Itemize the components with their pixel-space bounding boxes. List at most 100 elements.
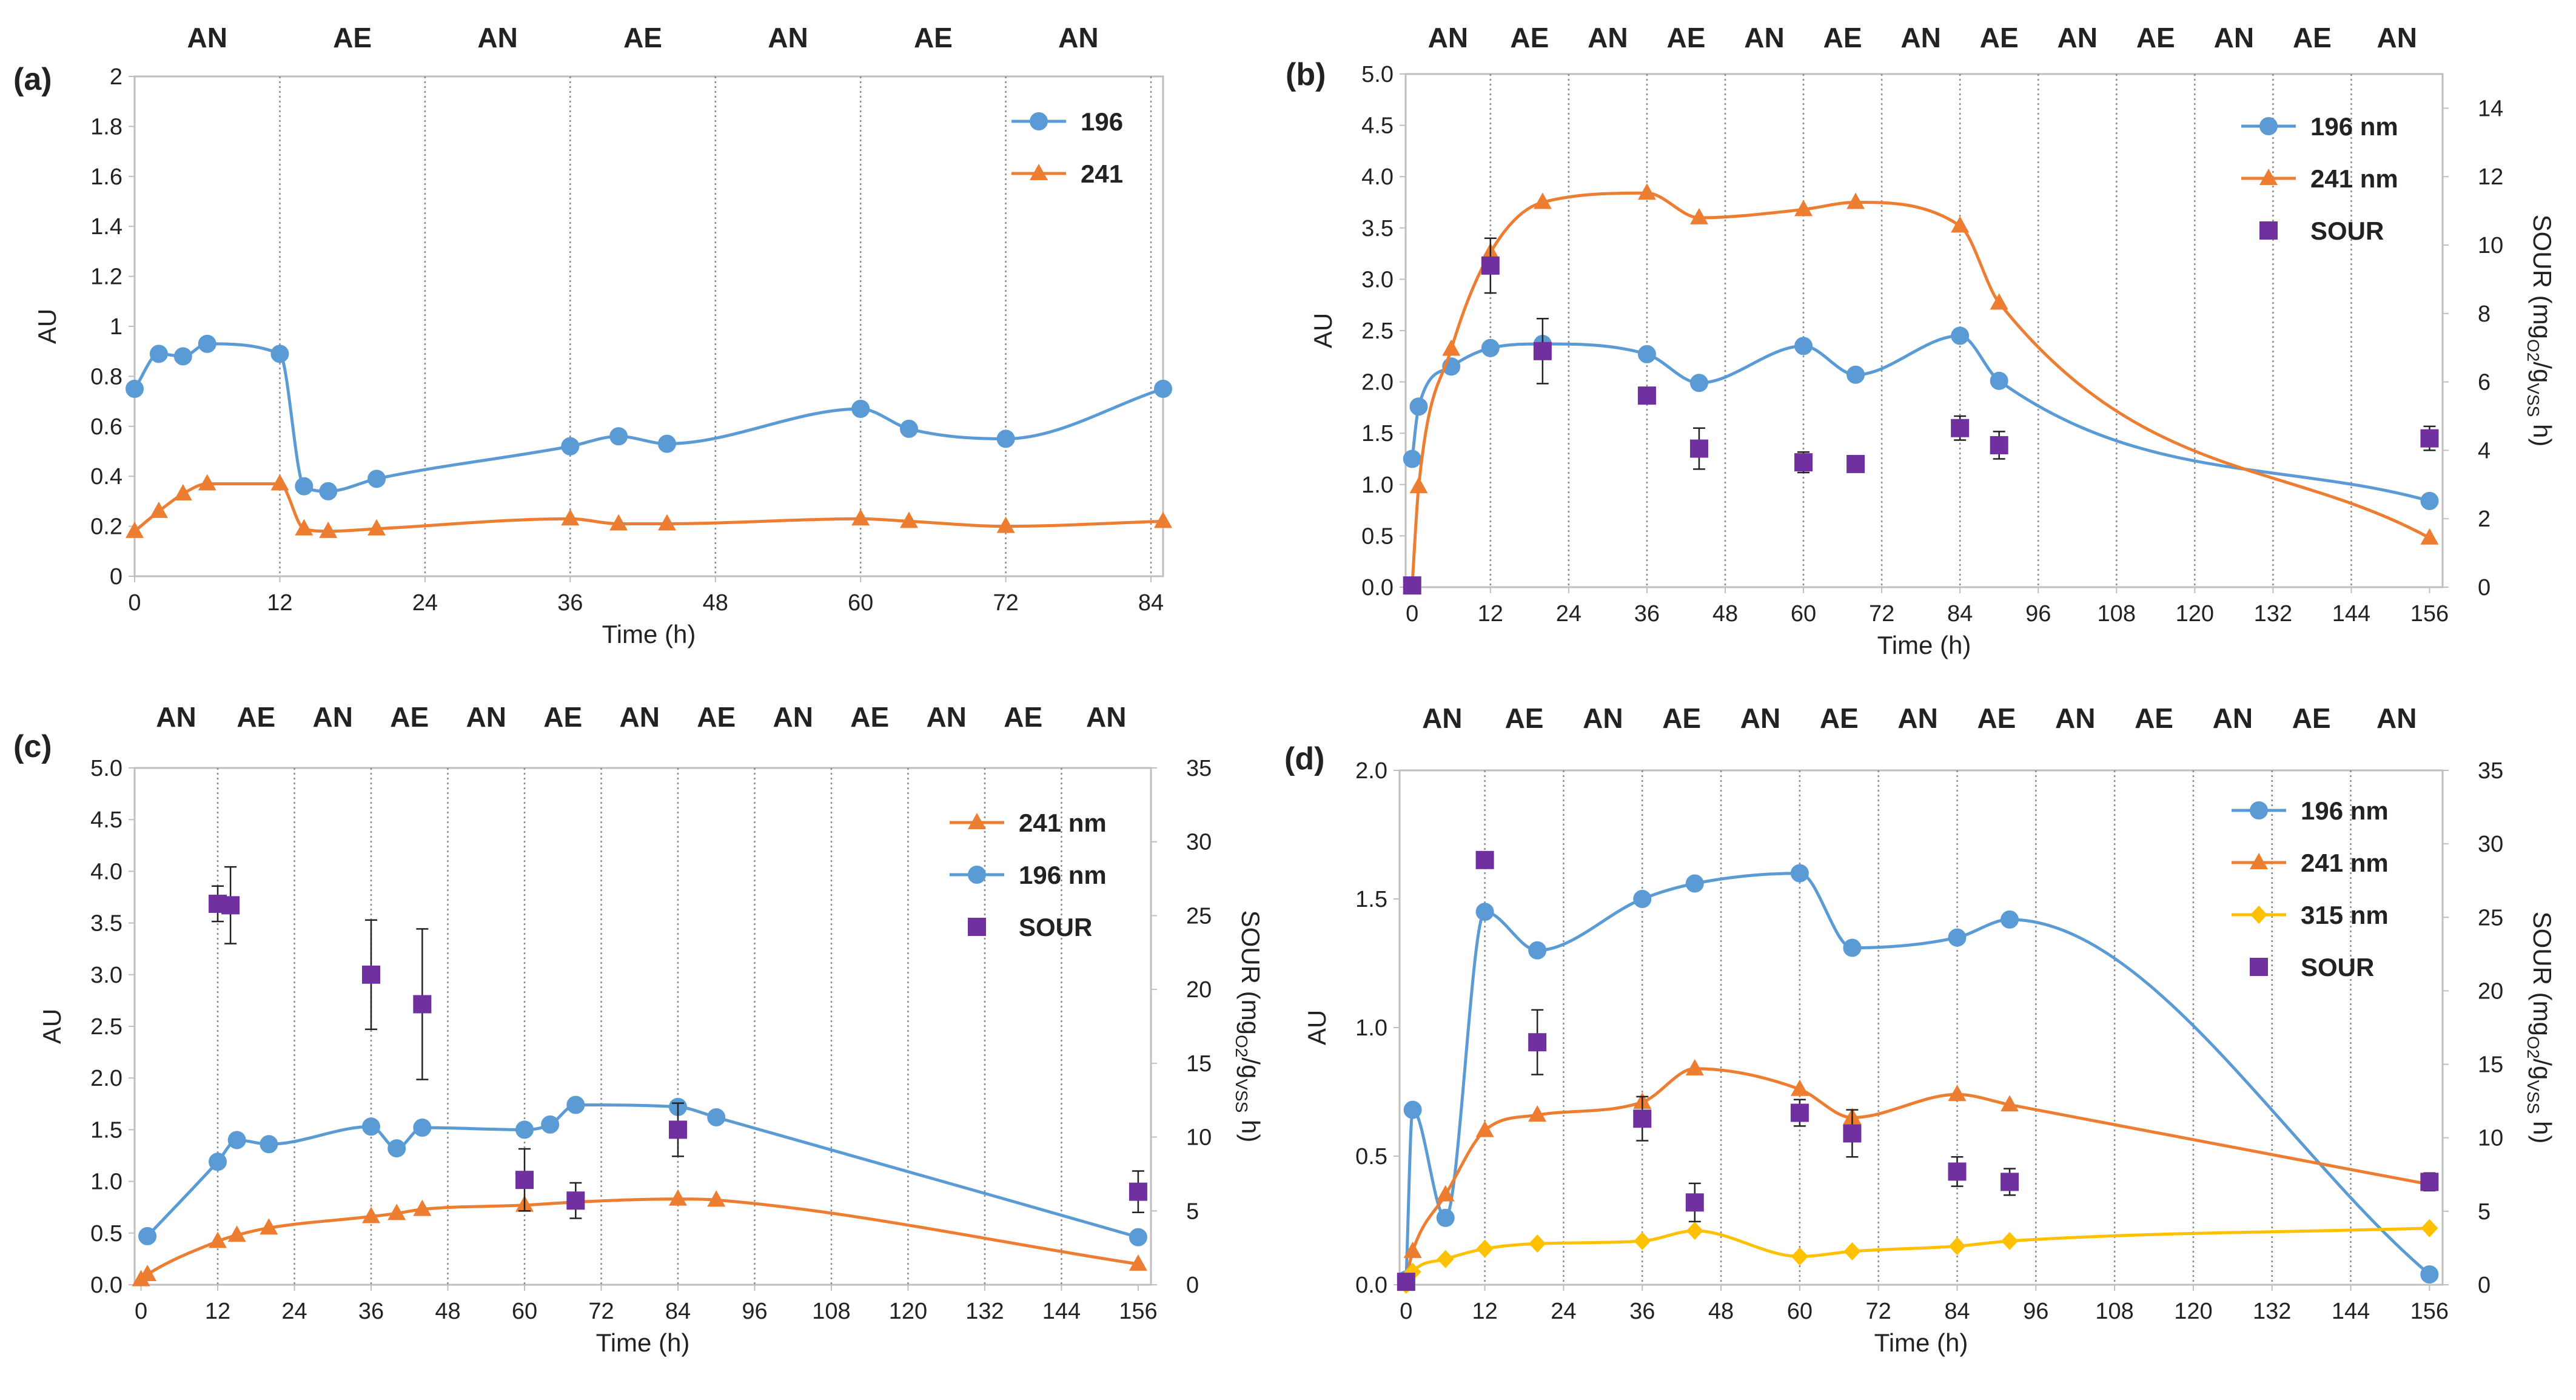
phase-label: AN (1744, 22, 1784, 53)
x-axis-title: Time (h) (1877, 631, 1971, 659)
y-tick-label: 4.0 (1361, 164, 1394, 190)
data-point (1528, 1033, 1547, 1052)
data-point (295, 477, 314, 496)
panel-letter: (c) (13, 729, 52, 764)
phase-label: AN (926, 701, 966, 733)
data-point (1689, 207, 1708, 224)
y-tick-label: 0.0 (90, 1273, 122, 1298)
x-tick-label: 0 (1406, 601, 1418, 627)
x-tick-label: 108 (2098, 601, 2136, 627)
phase-label: AE (1823, 22, 1862, 53)
y2-tick-label: 2 (2478, 506, 2490, 532)
phase-label: AN (1583, 702, 1623, 734)
series-241 (126, 474, 1172, 538)
phase-label: AN (620, 701, 660, 733)
data-point (319, 482, 338, 500)
legend-label: SOUR (1019, 913, 1092, 941)
phase-label: AE (333, 22, 372, 53)
legend-marker (968, 813, 986, 829)
legend-label: 196 nm (1019, 861, 1107, 889)
phase-label: AE (2136, 22, 2175, 53)
data-point (1843, 1242, 1861, 1260)
data-point (413, 1118, 432, 1137)
data-point (1637, 183, 1656, 200)
data-point (541, 1115, 560, 1134)
x-tick-label: 36 (1629, 1299, 1655, 1324)
series-line (1404, 1067, 2430, 1281)
data-point (1403, 576, 1421, 595)
data-point (1794, 337, 1813, 355)
data-point (221, 896, 240, 915)
legend-label: SOUR (2301, 953, 2374, 981)
data-point (2420, 491, 2439, 510)
x-tick-label: 156 (2410, 601, 2449, 627)
phase-label: AN (313, 701, 353, 733)
data-point (1437, 1250, 1454, 1268)
y2-axis-title-part: O2 (1232, 1035, 1251, 1057)
data-point (1403, 1241, 1422, 1258)
legend-marker (2250, 801, 2268, 819)
series-SOUR (209, 866, 1147, 1219)
y-tick-label: 2.0 (90, 1066, 122, 1091)
phase-label: AE (1004, 701, 1042, 733)
data-point (295, 519, 314, 536)
data-point (1403, 1100, 1422, 1119)
data-point (1634, 1231, 1651, 1250)
legend-marker (1030, 112, 1048, 130)
data-point (1794, 200, 1813, 217)
x-tick-label: 60 (1791, 601, 1816, 627)
y2-tick-label: 30 (2478, 832, 2503, 857)
phase-label: AN (1740, 702, 1780, 734)
x-tick-label: 144 (1042, 1299, 1081, 1324)
phase-label: AE (2292, 702, 2331, 734)
legend-marker (2250, 958, 2268, 976)
phase-label: AN (773, 701, 813, 733)
y-tick-label: 0 (110, 564, 122, 590)
data-point (1528, 941, 1547, 960)
legend-marker (968, 866, 986, 884)
y2-tick-label: 35 (2478, 758, 2503, 784)
y-tick-label: 1.0 (1361, 473, 1394, 498)
y2-tick-label: 15 (2478, 1052, 2503, 1078)
x-axis-title: Time (h) (602, 620, 696, 648)
phase-label: AE (1666, 22, 1705, 53)
series-line (133, 342, 1164, 493)
panel-letter: (b) (1286, 57, 1326, 92)
series-196-nm (1397, 864, 2439, 1289)
y2-tick-label: 4 (2478, 438, 2490, 463)
y2-tick-label: 20 (1186, 977, 1212, 1003)
x-tick-label: 48 (435, 1299, 460, 1324)
y-axis-title: AU (38, 1009, 66, 1044)
legend-marker (2250, 906, 2267, 924)
x-tick-label: 24 (412, 590, 438, 616)
y2-tick-label: 0 (2478, 575, 2490, 601)
y2-tick-label: 10 (1186, 1125, 1212, 1151)
y-axis-title: AU (1309, 313, 1337, 348)
legend-label: 241 nm (1019, 809, 1107, 837)
legend-entry: 196 nm (2241, 112, 2398, 141)
series-196-nm (138, 1095, 1147, 1247)
x-tick-label: 0 (1400, 1299, 1412, 1324)
y2-tick-label: 25 (2478, 905, 2503, 931)
data-point (1442, 339, 1461, 356)
phase-label: AE (390, 701, 429, 733)
series-241-nm (132, 1189, 1147, 1287)
data-point (515, 1171, 534, 1190)
data-point (1436, 1208, 1455, 1227)
y-tick-label: 4.5 (90, 807, 122, 833)
phase-label: AN (2213, 702, 2253, 734)
data-point (1951, 216, 1970, 233)
data-point (260, 1218, 278, 1235)
data-point (657, 434, 676, 453)
data-point (1409, 477, 1428, 494)
x-tick-label: 72 (1866, 1299, 1891, 1324)
legend-entry: SOUR (2259, 217, 2384, 245)
y2-axis-title: SOUR (mgO2/gVSS h) (2524, 912, 2557, 1144)
data-point (227, 1225, 246, 1242)
phase-label: AN (156, 701, 196, 733)
data-point (1633, 890, 1652, 908)
y2-axis-title-part: h) (1236, 1112, 1265, 1142)
data-point (1129, 1228, 1147, 1247)
legend-label: 241 nm (2301, 849, 2389, 877)
y-tick-label: 5.0 (90, 756, 122, 781)
